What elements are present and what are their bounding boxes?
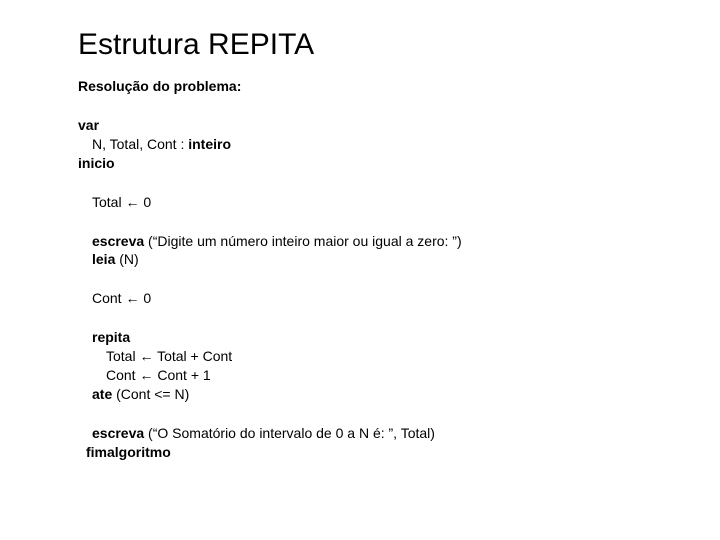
code-line: leia (N) — [78, 250, 720, 269]
keyword-leia: leia — [92, 251, 115, 267]
keyword-inicio: inicio — [78, 155, 115, 171]
code-line: ate (Cont <= N) — [78, 385, 720, 404]
keyword-ate: ate — [92, 386, 112, 402]
code-line: Cont ← Cont + 1 — [78, 366, 720, 385]
code-line: Total ← 0 — [78, 193, 720, 212]
code-line: Cont ← 0 — [78, 289, 720, 308]
code-line: fimalgoritmo — [78, 443, 720, 462]
code-line: repita — [78, 328, 720, 347]
var-declaration: N, Total, Cont : — [92, 136, 188, 152]
pseudocode-block: var N, Total, Cont : inteiro inicio Tota… — [78, 116, 720, 462]
keyword-inteiro: inteiro — [188, 136, 231, 152]
assign-cont-init: Cont ← 0 — [92, 290, 151, 306]
keyword-escreva: escreva — [92, 233, 144, 249]
assign-total-init: Total ← 0 — [92, 194, 151, 210]
keyword-fimalgoritmo: fimalgoritmo — [86, 444, 171, 460]
escreva-args-1: (“Digite um número inteiro maior ou igua… — [144, 233, 461, 249]
ate-args: (Cont <= N) — [112, 386, 189, 402]
code-line: escreva (“Digite um número inteiro maior… — [78, 232, 720, 251]
slide-title: Estrutura REPITA — [78, 28, 720, 62]
keyword-var: var — [78, 117, 99, 133]
code-line: N, Total, Cont : inteiro — [78, 135, 720, 154]
keyword-repita: repita — [92, 329, 130, 345]
escreva-args-2: (“O Somatório do intervalo de 0 a N é: ”… — [144, 425, 435, 441]
leia-args: (N) — [115, 251, 138, 267]
slide-subtitle: Resolução do problema: — [78, 78, 720, 94]
code-line: Total ← Total + Cont — [78, 347, 720, 366]
keyword-escreva: escreva — [92, 425, 144, 441]
code-line: var — [78, 116, 720, 135]
loop-body-1: Total ← Total + Cont — [106, 348, 232, 364]
loop-body-2: Cont ← Cont + 1 — [106, 367, 211, 383]
code-line: escreva (“O Somatório do intervalo de 0 … — [78, 424, 720, 443]
code-line: inicio — [78, 154, 720, 173]
